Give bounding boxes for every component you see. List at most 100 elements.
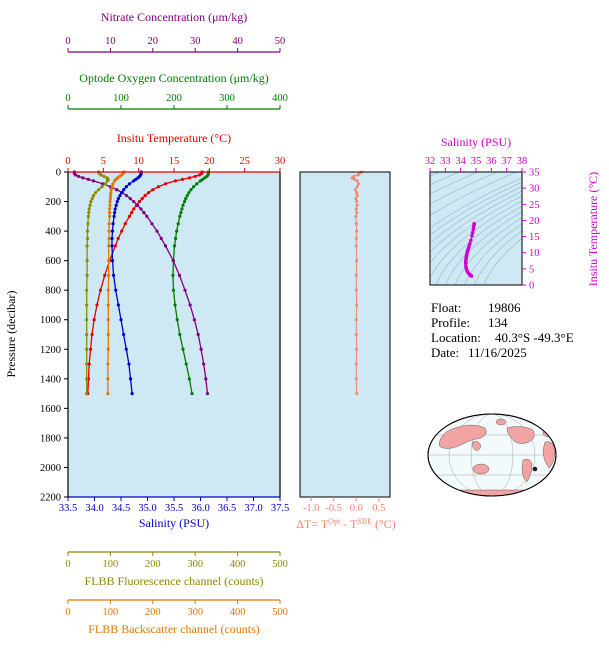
profile-label: Profile: [431,315,470,330]
svg-text:400: 400 [230,607,246,618]
svg-text:20: 20 [529,216,540,227]
svg-text:600: 600 [45,256,61,267]
svg-text:25: 25 [239,156,250,167]
svg-text:100: 100 [113,93,129,104]
oxygen-axis: Optode Oxygen Concentration (μm/kg) 0 100… [65,71,288,110]
svg-text:200: 200 [166,93,182,104]
svg-text:34: 34 [455,156,466,167]
delta-t-curve [350,170,364,396]
float-value: 19806 [488,300,521,315]
svg-text:1800: 1800 [40,433,61,444]
nitrate-axis-title: Nitrate Concentration (μm/kg) [101,10,247,24]
location-label: Location: [431,330,481,345]
svg-text:36.5: 36.5 [218,503,236,514]
svg-text:30: 30 [529,184,540,195]
svg-text:33.5: 33.5 [59,503,77,514]
oxygen-axis-ticks: 0 100 200 300 400 [65,93,288,110]
delta-label-part: ΔT= T [296,517,329,531]
oxygen-axis-title: Optode Oxygen Concentration (μm/kg) [79,71,268,85]
ts-temperature-title: Insitu Temperature (°C) [586,172,600,286]
ts-panel-frame: 32 33 34 35 36 37 38 0 5 10 15 20 25 30 35 [425,156,540,292]
svg-text:-1.0: -1.0 [303,503,320,514]
delta-label-part: - T [340,517,358,531]
ts-panel-background [430,172,522,285]
svg-text:15: 15 [529,232,540,243]
svg-text:1200: 1200 [40,345,61,356]
density-contours [430,172,522,285]
svg-text:10: 10 [529,248,540,259]
svg-text:0: 0 [65,559,70,570]
delta-label-part: (°C) [372,517,396,531]
svg-text:1400: 1400 [40,374,61,385]
svg-text:100: 100 [103,607,119,618]
fluorescence-axis: 0 100 200 300 400 500 FLBB Fluorescence chann… [65,551,288,588]
svg-text:0.5: 0.5 [372,503,385,514]
backscatter-axis-title: FLBB Backscatter channel (counts) [88,622,260,636]
svg-text:300: 300 [187,607,203,618]
svg-text:37.5: 37.5 [271,503,289,514]
svg-text:36.0: 36.0 [191,503,209,514]
svg-text:0: 0 [529,281,534,292]
svg-text:100: 100 [103,559,119,570]
location-value: 40.3°S -49.3°E [495,330,574,345]
svg-text:33: 33 [440,156,451,167]
svg-text:20: 20 [204,156,215,167]
svg-text:37: 37 [501,156,512,167]
ts-profile-trace [463,221,476,278]
svg-text:500: 500 [272,607,288,618]
svg-text:200: 200 [45,197,61,208]
svg-text:30: 30 [275,156,286,167]
svg-text:2000: 2000 [40,463,61,474]
svg-text:35.5: 35.5 [165,503,183,514]
float-location-marker [532,466,538,472]
delta-t-panel: -1.0 -0.5 0.0 0.5 ΔT= TOpt - TSBE (°C) [296,170,396,531]
float-label: Float: [431,300,461,315]
svg-text:25: 25 [529,200,540,211]
svg-text:1600: 1600 [40,404,61,415]
svg-text:10: 10 [105,36,116,47]
svg-text:32: 32 [425,156,436,167]
date-value: 11/16/2025 [468,345,527,360]
svg-text:35: 35 [529,168,540,179]
temperature-axis: Insitu Temperature (°C) [117,131,231,145]
svg-text:34.5: 34.5 [112,503,130,514]
main-profile-plot: 0 5 10 15 20 25 30 33.5 34.0 34.5 35.0 35.5 36.0 36.5… [40,156,289,514]
svg-text:0: 0 [65,156,70,167]
svg-text:300: 300 [187,559,203,570]
svg-text:200: 200 [145,607,161,618]
temperature-axis-title: Insitu Temperature (°C) [117,131,231,145]
svg-text:-0.5: -0.5 [325,503,342,514]
pressure-axis-title: Pressure (decibar) [4,291,18,378]
svg-text:5: 5 [529,264,534,275]
svg-text:0: 0 [56,168,61,179]
fluorescence-axis-ticks: 0 100 200 300 400 500 [65,551,288,570]
delta-panel-background [300,172,390,497]
salinity-axis-title: Salinity (PSU) [139,516,209,530]
svg-text:0: 0 [65,93,70,104]
svg-text:0.0: 0.0 [350,503,363,514]
svg-text:400: 400 [45,227,61,238]
date-label: Date: [431,345,459,360]
svg-text:36: 36 [486,156,497,167]
world-map [427,413,557,497]
svg-text:5: 5 [101,156,106,167]
svg-text:400: 400 [230,559,246,570]
delta-panel-frame: -1.0 -0.5 0.0 0.5 [299,171,391,514]
profile-value: 134 [488,315,508,330]
main-plot-frame: 0 5 10 15 20 25 30 33.5 34.0 34.5 35.0 35.5 36.0 36.5… [40,156,289,514]
backscatter-axis: 0 100 200 300 400 500 FLBB Backscatter channe… [65,599,288,636]
delta-label-sup: Opt [328,517,341,526]
svg-text:38: 38 [517,156,528,167]
svg-text:1000: 1000 [40,315,61,326]
ts-salinity-title: Salinity (PSU) [441,135,511,149]
svg-text:40: 40 [232,36,243,47]
delta-label-sup: SBE [357,517,372,526]
svg-text:35.0: 35.0 [138,503,156,514]
svg-text:200: 200 [145,559,161,570]
info-block: Float: 19806 Profile: 134 Location: 40.3… [431,300,574,360]
profile-curves [72,170,211,396]
svg-text:35: 35 [471,156,482,167]
fluorescence-axis-title: FLBB Fluorescence channel (counts) [85,574,264,588]
